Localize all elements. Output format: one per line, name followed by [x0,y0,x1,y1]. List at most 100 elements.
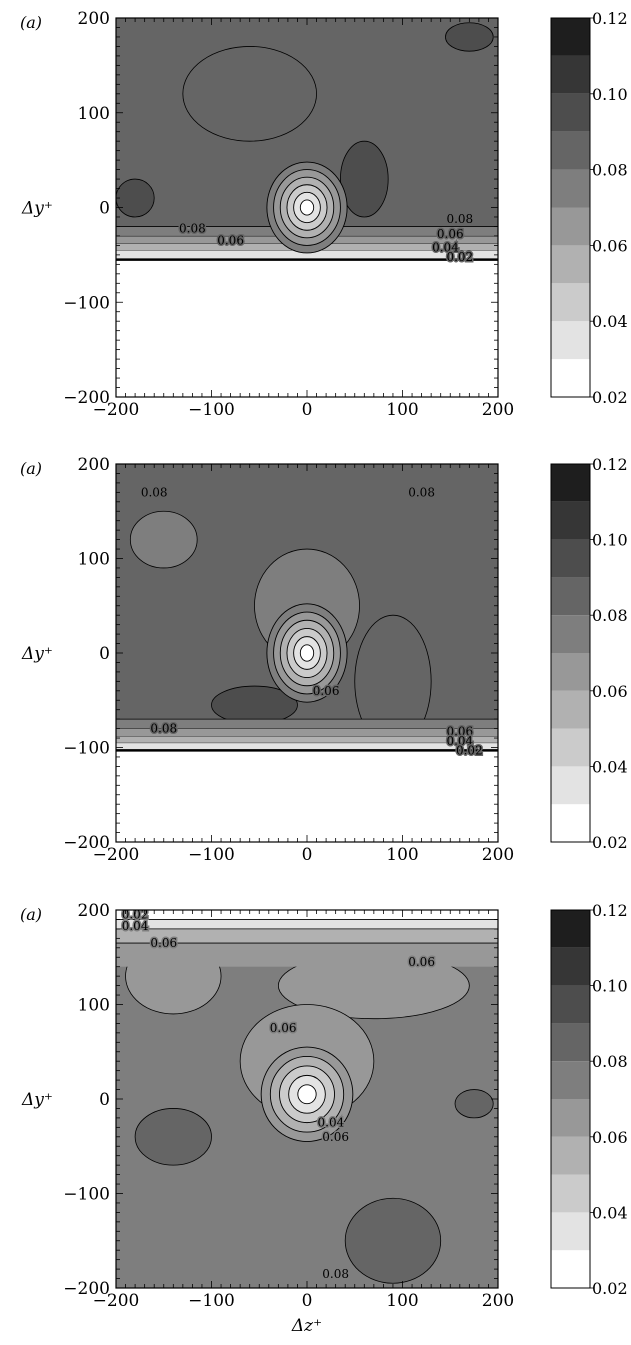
y-axis-label: Δy⁺ [21,644,53,664]
colorbar-swatch [551,207,590,246]
colorbar-swatch [551,1099,590,1137]
colorbar-tick-label: 0.08 [592,606,628,625]
contour-label: 0.06 [217,234,244,248]
colorbar-swatch [551,985,590,1024]
colorbar-tick-label: 0.08 [592,161,628,180]
colorbar-swatch [551,1174,590,1213]
colorbar-swatch [551,615,590,653]
axis-ticks [115,463,499,843]
x-tick-label: 0 [302,1291,313,1311]
plot-area: 0.080.060.080.060.040.02 [116,18,498,397]
contour-band [116,919,498,929]
y-tick-label: 200 [78,455,110,475]
colorbar-frame [550,463,591,843]
contour-label: 0.04 [318,1116,345,1130]
colorbar-swatch [551,18,590,56]
contour-label: 0.06 [408,955,435,969]
x-tick-label: 100 [386,845,418,865]
contour-patch [344,1197,442,1284]
colorbar-swatch [551,947,590,986]
colorbar-tick-label: 0.06 [592,682,628,701]
x-tick-label: −100 [188,845,235,865]
colorbar-tick-label: 0.12 [592,9,628,28]
colorbar-tick-label: 0.04 [592,1203,628,1222]
y-tick-label: −200 [63,388,110,408]
y-tick-label: 100 [78,104,110,124]
contour-label: 0.06 [270,1021,297,1035]
contour-label: 0.08 [150,722,177,736]
y-tick-label: 0 [99,644,110,664]
wall-region [116,750,498,842]
colorbar-swatch [551,539,590,578]
x-tick-label: 200 [482,1291,514,1311]
y-tick-label: 0 [99,199,110,219]
core-contour [299,644,315,662]
colorbar-swatch [551,1023,590,1062]
y-tick-label: −100 [63,1185,110,1205]
colorbar-swatch [551,728,590,767]
contour-label: 0.06 [322,1130,349,1144]
contour-label: 0.04 [432,240,459,254]
colorbar-tick-label: 0.02 [592,388,628,407]
panel-3: 0.020.040.060.060.060.040.060.08−200 −100… [20,901,628,1336]
colorbar-tick-label: 0.10 [592,977,628,996]
y-tick-label: −100 [63,293,110,313]
y-tick-label: 100 [78,996,110,1016]
x-axis-label: Δz⁺ [291,1316,322,1336]
colorbar-swatch [551,245,590,284]
contour-label: 0.06 [446,724,473,738]
contour-label: 0.08 [179,221,206,235]
colorbar-swatch [551,653,590,691]
colorbar-swatch [551,501,590,540]
panel-label: (a) [20,459,42,478]
colorbar-swatch [551,1136,590,1175]
colorbar-swatch [551,804,590,842]
y-axis-label: Δy⁺ [21,199,53,219]
colorbar: 0.02 0.04 0.06 0.08 0.10 0.12 [550,9,628,407]
axis-ticks [115,909,499,1289]
contour-band [116,736,498,743]
contour-patch [116,178,155,218]
contour-band [116,250,498,260]
panel-1: 0.080.060.080.060.040.02−200 −100 0 100 200−… [20,9,628,420]
colorbar-frame [550,909,591,1289]
colorbar-frame [550,17,591,398]
plot-area: 0.08 0.080.080.060.060.040.02 [116,464,498,842]
colorbar-tick-label: 0.12 [592,901,628,920]
y-tick-label: −100 [63,739,110,759]
x-tick-label: 100 [386,400,418,420]
contour-label: 0.04 [122,919,149,933]
contour-band [116,742,498,751]
contour-label: 0.08 [446,212,473,226]
contour-label: 0.08 [322,1267,349,1281]
colorbar-swatch [551,910,590,948]
contour-patch [340,140,389,218]
y-tick-label: 200 [78,901,110,921]
colorbar-swatch [551,1250,590,1288]
y-tick-label: −200 [63,833,110,853]
panel-label: (a) [20,905,42,924]
contour-band [116,728,498,737]
x-tick-label: 100 [386,1291,418,1311]
contour-label: 0.06 [313,684,340,698]
colorbar-swatch [551,131,590,170]
x-tick-label: −200 [93,845,140,865]
colorbar-swatch [551,1212,590,1251]
contour-label: 0.04 [446,734,473,748]
colorbar-tick-label: 0.04 [592,757,628,776]
contour-label: 0.08 [141,485,168,499]
contour-patch [182,46,317,142]
y-tick-label: 100 [78,550,110,570]
y-axis-label: Δy⁺ [21,1090,53,1110]
colorbar-tick-label: 0.04 [592,312,628,331]
x-tick-label: −100 [188,400,235,420]
contour-label: 0.02 [446,250,473,264]
colorbar-swatch [551,93,590,132]
contour-label: 0.02 [122,908,149,922]
y-tick-label: 200 [78,9,110,29]
colorbar: 0.02 0.04 0.06 0.08 0.10 0.12 [550,455,628,852]
x-tick-label: −100 [188,1291,235,1311]
contour-label: 0.06 [437,227,464,241]
axis-ticks [115,17,499,398]
y-tick-label: −200 [63,1279,110,1299]
